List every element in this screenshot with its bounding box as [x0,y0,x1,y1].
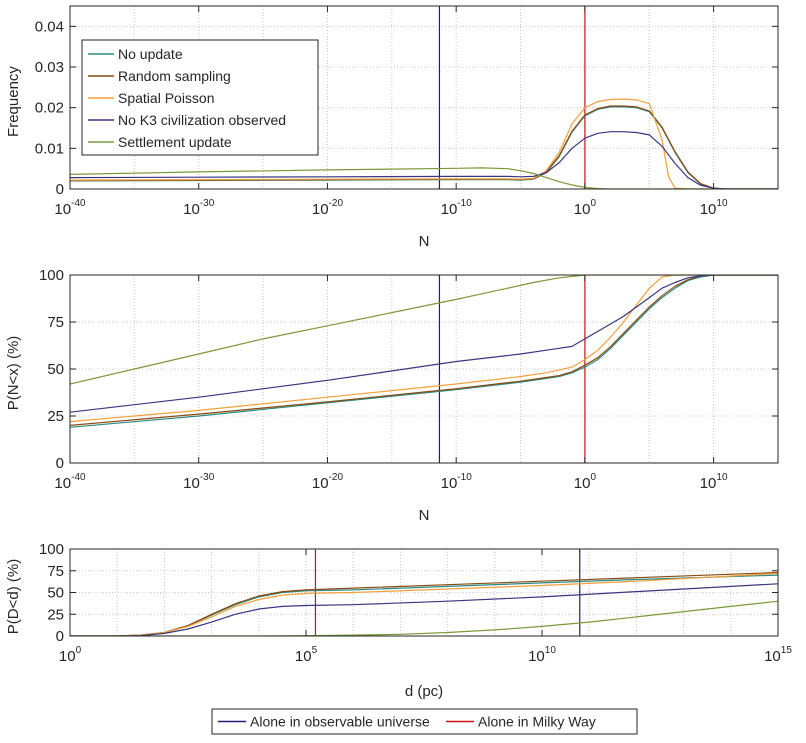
legend-label-random-sampling: Random sampling [118,68,231,84]
series-line-no-update [70,574,778,636]
y-tick-label: 0.04 [35,18,64,35]
x-axis-label: N [419,507,430,524]
legend-box [211,708,638,735]
x-tick-label: 10-20 [312,198,344,218]
x-tick-label: 10-30 [183,198,215,218]
x-tick-label: 100 [59,645,82,665]
y-tick-label: 0 [56,181,64,198]
x-tick-label: 105 [295,645,318,665]
y-tick-label: 100 [39,541,64,558]
y-axis-label: Frequency [5,66,22,137]
series-group [70,275,778,428]
x-tick-label: 10-20 [312,472,344,492]
y-tick-label: 100 [39,267,64,284]
series-line-no-k3-civilization-observed [70,131,778,189]
legend-series: No update Random sampling Spatial Poisson N… [81,39,319,156]
series-line-no-update [70,275,778,428]
x-tick-label: 1010 [700,198,728,218]
series-line-spatial-poisson [70,98,778,189]
legend-box [81,39,319,156]
x-axis-label: d (pc) [405,683,443,700]
x-tick-label: 1010 [700,472,728,492]
legend-label-settlement-update: Settlement update [118,134,232,150]
legend-label-spatial-poisson: Spatial Poisson [118,90,215,106]
series-line-random-sampling [70,275,778,426]
y-tick-label: 25 [47,408,64,425]
x-tick-label: 10-30 [183,472,215,492]
y-tick-label: 0.02 [35,100,64,117]
y-tick-label: 75 [47,314,64,331]
series-line-spatial-poisson [70,572,778,636]
x-tick-label: 100 [574,472,597,492]
series-line-no-k3-civilization-observed [70,275,778,413]
y-tick-label: 75 [47,563,64,580]
x-axis-label: N [419,233,430,250]
legend-label-no-k3-civilization-observed: No K3 civilization observed [118,112,286,128]
legend-label-alone-in-observable-universe: Alone in observable universe [250,714,430,730]
legend-label-no-update: No update [118,46,183,62]
panel-cdf-n: 10-40 10-30 10-20 10-10 100 1010 0 25 50 75 100 N P(… [5,267,779,524]
y-tick-label: 0 [56,628,64,645]
series-line-spatial-poisson [70,275,778,423]
panel-frequency: 10-40 10-30 10-20 10-10 100 1010 0 0.01 0.02 0.03… [5,5,779,250]
y-tick-label: 50 [47,361,64,378]
y-tick-label: 50 [47,585,64,602]
y-axis-label: P(N<x) (%) [5,336,22,411]
x-tick-label: 10-40 [54,472,86,492]
series-group [70,571,778,636]
grid-lines [70,549,778,636]
panel-cdf-d: 100 105 1010 1015 0 25 50 75 100 d (pc) P(D<d) (%) [5,541,792,700]
y-tick-label: 0 [56,455,64,472]
series-line-no-k3-civilization-observed [70,583,778,636]
x-tick-label: 1010 [528,645,556,665]
grid-lines [70,275,778,463]
legend-label-alone-in-milky-way: Alone in Milky Way [478,714,596,730]
series-line-settlement-update [70,275,778,385]
x-tick-label: 10-10 [441,198,473,218]
x-tick-label: 100 [574,198,597,218]
x-tick-label: 10-40 [54,198,86,218]
plot-frame [69,5,779,190]
legend-reference-lines: Alone in observable universe Alone in Mil… [211,708,638,735]
y-axis-label: P(D<d) (%) [5,559,22,634]
series-line-random-sampling [70,571,778,636]
y-tick-label: 25 [47,606,64,623]
x-tick-label: 10-10 [441,472,473,492]
x-tick-label: 1015 [764,645,792,665]
y-tick-label: 0.01 [35,140,64,157]
y-tick-label: 0.03 [35,59,64,76]
